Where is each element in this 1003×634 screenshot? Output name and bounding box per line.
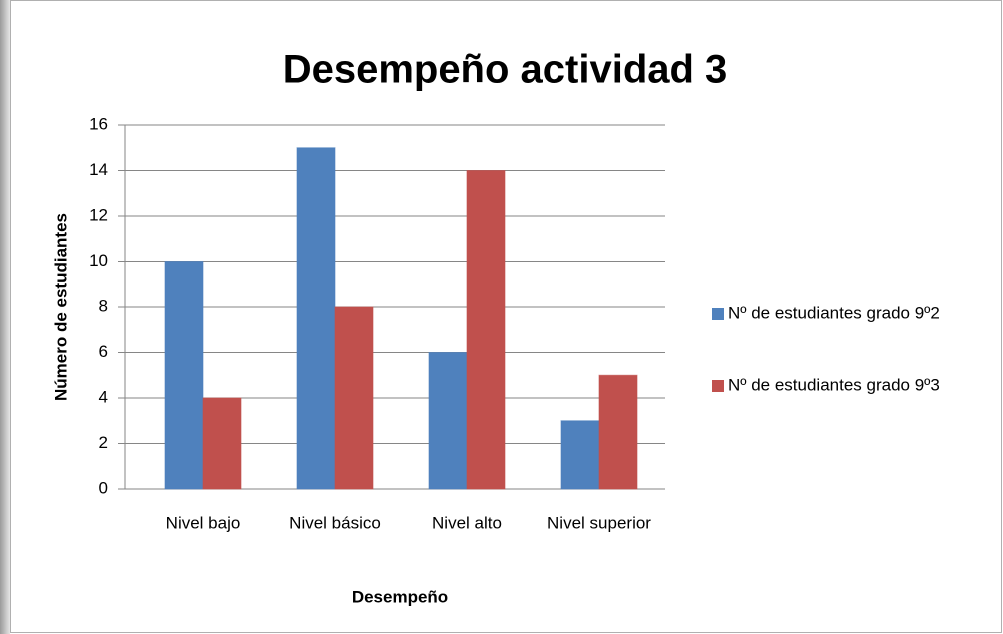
y-tick-label: 10 <box>89 251 108 270</box>
legend-label: Nº de estudiantes grado 9º3 <box>728 375 940 394</box>
bar <box>164 261 204 490</box>
y-tick-label: 4 <box>99 387 108 406</box>
y-tick-label: 14 <box>89 160 108 179</box>
frame <box>10 0 1002 633</box>
y-tick-label: 12 <box>89 205 108 224</box>
bar <box>296 147 336 490</box>
bar <box>560 420 600 490</box>
bar <box>428 352 468 490</box>
chart-title: Desempeño actividad 3 <box>283 48 728 92</box>
x-tick-label: Nivel alto <box>432 513 502 532</box>
frame-shadow <box>0 0 10 634</box>
bar <box>334 306 374 490</box>
x-tick-label: Nivel básico <box>289 513 381 532</box>
bar <box>202 397 242 490</box>
y-tick-label: 8 <box>99 296 108 315</box>
y-tick-label: 6 <box>99 342 108 361</box>
y-tick-label: 2 <box>99 433 108 452</box>
y-tick-label: 16 <box>89 114 108 133</box>
y-axis-label: Número de estudiantes <box>51 213 70 401</box>
x-tick-label: Nivel bajo <box>166 513 241 532</box>
x-axis-label: Desempeño <box>352 587 448 606</box>
x-tick-label: Nivel superior <box>547 513 651 532</box>
legend-label: Nº de estudiantes grado 9º2 <box>728 303 940 322</box>
legend-swatch <box>712 308 724 320</box>
bar <box>598 374 638 490</box>
legend-swatch <box>712 380 724 392</box>
y-tick-label: 0 <box>99 478 108 497</box>
bar <box>466 170 506 490</box>
